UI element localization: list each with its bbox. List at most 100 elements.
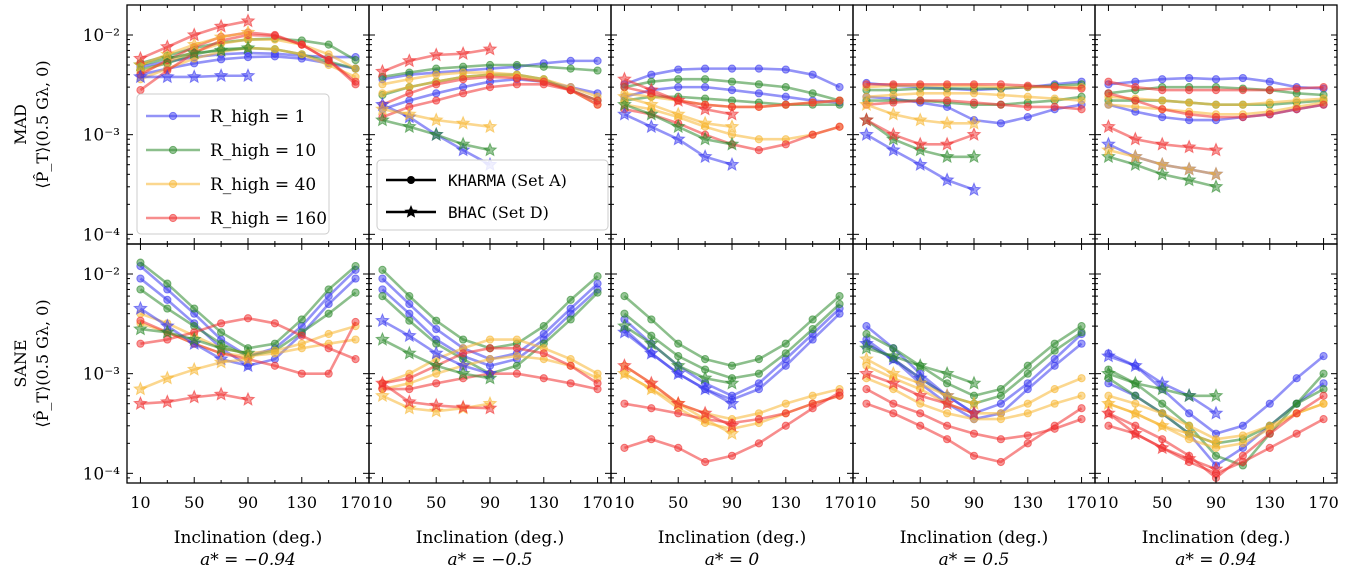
legend-label: KHARMA (Set A) [448, 171, 567, 190]
data-point [1104, 77, 1113, 86]
data-point [1238, 113, 1247, 122]
data-point-star [401, 118, 417, 134]
data-point [324, 329, 333, 339]
data-point [243, 314, 253, 323]
data-point-star [1101, 348, 1116, 363]
panel-sane-1 [375, 265, 602, 418]
data-point [297, 315, 306, 324]
data-point [593, 272, 602, 281]
data-point [727, 86, 737, 95]
data-point-star [966, 148, 982, 164]
data-point [969, 80, 979, 89]
data-point-star [1208, 461, 1224, 476]
data-point [620, 309, 629, 318]
data-point-star [1208, 166, 1224, 181]
data-point [297, 369, 306, 378]
data-point-star [159, 46, 175, 61]
data-point [781, 92, 790, 101]
legend-circle-marker [407, 176, 415, 184]
x-tick-label: 90 [238, 493, 258, 512]
panel-mad-1 [375, 41, 602, 171]
data-point [297, 331, 306, 340]
data-point [1265, 443, 1274, 452]
y-tick-label: 10⁻³ [83, 365, 120, 385]
data-point [1211, 75, 1221, 84]
x-tick-label: 10 [372, 493, 392, 512]
spin-label: a* = −0.5 [448, 550, 533, 570]
data-point [1158, 113, 1167, 122]
data-point-star [375, 375, 390, 390]
y-tick-label: 10⁻² [83, 26, 120, 46]
y-tick-label: 10⁻² [83, 265, 120, 285]
data-point [190, 304, 199, 313]
data-point-star [724, 156, 740, 171]
data-point [405, 385, 414, 394]
data-point [378, 89, 387, 98]
data-point-star [401, 400, 417, 415]
data-point-star [966, 405, 982, 420]
data-point-star [159, 370, 175, 385]
data-point [781, 339, 790, 348]
data-point [566, 315, 575, 324]
data-point [996, 90, 1005, 100]
data-point [1238, 431, 1247, 440]
y-tick-label: 10⁻⁴ [83, 225, 121, 245]
legend-star-marker [404, 205, 418, 218]
data-point-star [885, 142, 901, 157]
data-point [1077, 105, 1086, 114]
data-point [862, 399, 871, 408]
data-point [1050, 94, 1059, 103]
data-point [754, 439, 763, 448]
data-point [136, 86, 145, 95]
data-point-star [1181, 425, 1197, 440]
data-point [1292, 429, 1301, 438]
data-point [539, 349, 548, 358]
x-tick-label: 50 [910, 493, 930, 512]
data-point-star [159, 324, 175, 339]
x-tick-label: 170 [340, 493, 371, 512]
data-point [324, 309, 333, 318]
data-point [969, 89, 979, 98]
data-point [1319, 385, 1328, 394]
data-point-star [670, 365, 686, 380]
data-point [647, 404, 656, 413]
data-point [136, 339, 145, 348]
data-point [781, 361, 790, 370]
data-point-star [213, 386, 229, 401]
data-point-star [697, 381, 713, 396]
x-tick-label: 50 [668, 493, 688, 512]
data-point [512, 352, 521, 361]
data-point [324, 369, 333, 378]
data-point-star [1181, 161, 1197, 176]
data-point [566, 361, 575, 370]
data-point [1238, 73, 1247, 83]
x-tick-label: 130 [287, 493, 318, 512]
data-point-star [428, 47, 444, 62]
data-point [324, 285, 333, 294]
data-point [835, 388, 844, 397]
data-point [835, 122, 844, 131]
data-point [1185, 409, 1194, 418]
data-point-star [859, 96, 874, 111]
data-point [943, 80, 952, 89]
data-point [674, 443, 683, 452]
x-tick-label: 50 [184, 493, 204, 512]
panel-mad-0 [133, 13, 360, 95]
row-label: MAD [11, 104, 30, 145]
data-point-star [455, 115, 471, 130]
data-point [378, 80, 387, 89]
data-point [351, 80, 360, 89]
data-point [1158, 86, 1167, 95]
data-point-star [186, 36, 202, 51]
data-point [808, 391, 817, 400]
x-tick-label: 10 [130, 493, 150, 512]
data-point-star [697, 370, 713, 385]
x-tick-label: 130 [529, 493, 560, 512]
data-point [1050, 399, 1059, 408]
series-line [623, 295, 841, 368]
data-point [701, 457, 710, 467]
data-point [647, 70, 656, 79]
data-point-star [1127, 405, 1143, 420]
data-point [969, 98, 979, 107]
data-point-star [482, 370, 498, 385]
